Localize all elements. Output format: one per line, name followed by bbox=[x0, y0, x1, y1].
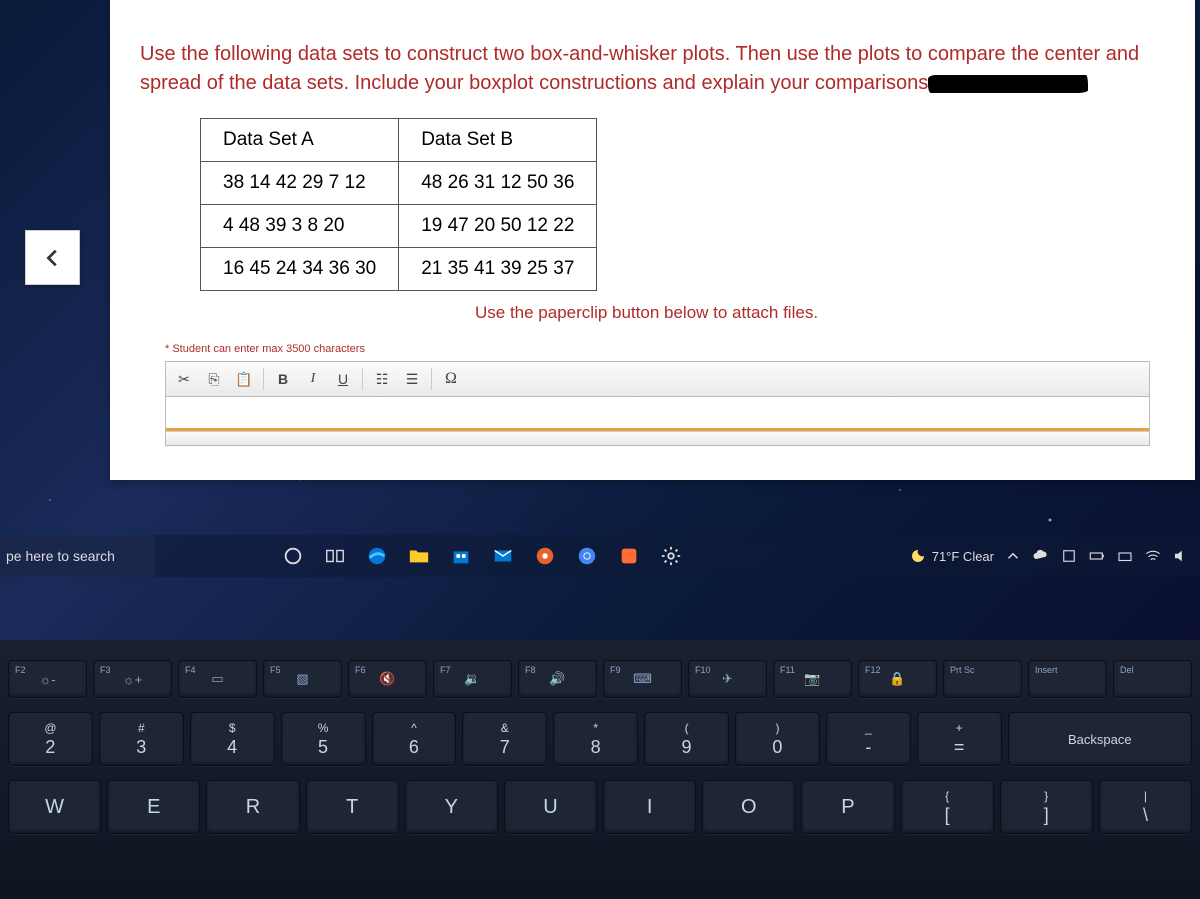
editor-toolbar: ✂ ⎘ 📋 B I U ☷ ☰ Ω bbox=[166, 362, 1149, 397]
key-bracket[interactable]: {[ bbox=[901, 780, 994, 834]
key-i[interactable]: I bbox=[603, 780, 696, 834]
numlist-icon: ☷ bbox=[376, 371, 389, 388]
taskbar-search[interactable]: pe here to search bbox=[0, 535, 155, 577]
paste-icon: 📋 bbox=[235, 371, 252, 388]
weather-widget[interactable]: 71°F Clear bbox=[910, 548, 994, 564]
key-f7[interactable]: F7🔉 bbox=[433, 660, 512, 698]
underline-button[interactable]: U bbox=[329, 366, 357, 392]
table-row: 4 48 39 3 8 20 19 47 20 50 12 22 bbox=[201, 205, 597, 248]
editor-textarea[interactable] bbox=[166, 397, 1149, 431]
key-6[interactable]: ^6 bbox=[372, 712, 457, 766]
key-f9[interactable]: F9⌨ bbox=[603, 660, 682, 698]
key-8[interactable]: *8 bbox=[553, 712, 638, 766]
mail-icon[interactable] bbox=[485, 538, 521, 574]
key-f8[interactable]: F8🔊 bbox=[518, 660, 597, 698]
key-del[interactable]: Del bbox=[1113, 660, 1192, 698]
battery-icon[interactable] bbox=[1088, 547, 1106, 565]
previous-question-button[interactable] bbox=[25, 230, 80, 285]
groove-icon[interactable] bbox=[527, 538, 563, 574]
windows-taskbar: pe here to search 71°F Clear bbox=[0, 535, 1200, 577]
network-icon[interactable] bbox=[1116, 547, 1134, 565]
key-t[interactable]: T bbox=[306, 780, 399, 834]
key-7[interactable]: &7 bbox=[462, 712, 547, 766]
table-header-b: Data Set B bbox=[399, 119, 597, 162]
key-u[interactable]: U bbox=[504, 780, 597, 834]
special-char-button[interactable]: Ω bbox=[437, 366, 465, 392]
key-2[interactable]: @2 bbox=[8, 712, 93, 766]
bullist-icon: ☰ bbox=[406, 371, 419, 388]
key-f11[interactable]: F11📷 bbox=[773, 660, 852, 698]
laptop-keyboard: F2☼-F3☼+F4▭F5▧F6🔇F7🔉F8🔊F9⌨F10✈F11📷F12🔒Pr… bbox=[0, 640, 1200, 899]
app-icon[interactable] bbox=[611, 538, 647, 574]
redacted-text bbox=[928, 75, 1088, 93]
attach-files-note: Use the paperclip button below to attach… bbox=[475, 303, 1175, 323]
key-o[interactable]: O bbox=[702, 780, 795, 834]
wifi-icon[interactable] bbox=[1144, 547, 1162, 565]
key-bracket[interactable]: }] bbox=[1000, 780, 1093, 834]
key-backslash[interactable]: |\ bbox=[1099, 780, 1192, 834]
chevron-up-icon[interactable] bbox=[1004, 547, 1022, 565]
key-=[interactable]: += bbox=[917, 712, 1002, 766]
numbered-list-button[interactable]: ☷ bbox=[368, 366, 396, 392]
cut-icon: ✂ bbox=[178, 371, 190, 388]
key-e[interactable]: E bbox=[107, 780, 200, 834]
copy-icon: ⎘ bbox=[208, 371, 219, 388]
paste-button[interactable]: 📋 bbox=[230, 366, 258, 392]
table-header-a: Data Set A bbox=[201, 119, 399, 162]
key-insert[interactable]: Insert bbox=[1028, 660, 1107, 698]
key-f3[interactable]: F3☼+ bbox=[93, 660, 172, 698]
key--[interactable]: _- bbox=[826, 712, 911, 766]
cortana-icon[interactable] bbox=[275, 538, 311, 574]
settings-icon[interactable] bbox=[653, 538, 689, 574]
key-f5[interactable]: F5▧ bbox=[263, 660, 342, 698]
key-0[interactable]: )0 bbox=[735, 712, 820, 766]
system-tray: 71°F Clear bbox=[910, 547, 1200, 565]
editor-footer bbox=[166, 431, 1149, 445]
key-y[interactable]: Y bbox=[405, 780, 498, 834]
key-w[interactable]: W bbox=[8, 780, 101, 834]
key-3[interactable]: #3 bbox=[99, 712, 184, 766]
key-backspace[interactable]: Backspace bbox=[1008, 712, 1192, 766]
key-prtsc[interactable]: Prt Sc bbox=[943, 660, 1022, 698]
key-f12[interactable]: F12🔒 bbox=[858, 660, 937, 698]
moon-icon bbox=[910, 548, 926, 564]
task-view-icon[interactable] bbox=[317, 538, 353, 574]
security-icon[interactable] bbox=[1060, 547, 1078, 565]
key-4[interactable]: $4 bbox=[190, 712, 275, 766]
key-f4[interactable]: F4▭ bbox=[178, 660, 257, 698]
question-instructions: Use the following data sets to construct… bbox=[140, 40, 1175, 98]
edge-icon[interactable] bbox=[359, 538, 395, 574]
key-f6[interactable]: F6🔇 bbox=[348, 660, 427, 698]
letter-row: WERTYUIOP{[}]|\ bbox=[8, 780, 1192, 834]
key-9[interactable]: (9 bbox=[644, 712, 729, 766]
copy-button[interactable]: ⎘ bbox=[200, 366, 228, 392]
store-icon[interactable] bbox=[443, 538, 479, 574]
chrome-icon[interactable] bbox=[569, 538, 605, 574]
table-row: 16 45 24 34 36 30 21 35 41 39 25 37 bbox=[201, 248, 597, 291]
answer-editor: ✂ ⎘ 📋 B I U ☷ ☰ Ω bbox=[165, 361, 1150, 446]
onedrive-icon[interactable] bbox=[1032, 547, 1050, 565]
italic-button[interactable]: I bbox=[299, 366, 327, 392]
key-r[interactable]: R bbox=[206, 780, 299, 834]
bold-button[interactable]: B bbox=[269, 366, 297, 392]
question-panel: Use the following data sets to construct… bbox=[110, 0, 1195, 480]
bullet-list-button[interactable]: ☰ bbox=[398, 366, 426, 392]
key-f10[interactable]: F10✈ bbox=[688, 660, 767, 698]
table-row: 38 14 42 29 7 12 48 26 31 12 50 36 bbox=[201, 162, 597, 205]
volume-icon[interactable] bbox=[1172, 547, 1190, 565]
cut-button[interactable]: ✂ bbox=[170, 366, 198, 392]
key-p[interactable]: P bbox=[801, 780, 894, 834]
key-5[interactable]: %5 bbox=[281, 712, 366, 766]
key-f2[interactable]: F2☼- bbox=[8, 660, 87, 698]
char-limit-note: * Student can enter max 3500 characters bbox=[165, 343, 1175, 355]
data-sets-table: Data Set A Data Set B 38 14 42 29 7 12 4… bbox=[200, 118, 597, 291]
file-explorer-icon[interactable] bbox=[401, 538, 437, 574]
number-row: @2#3$4%5^6&7*8(9)0_-+=Backspace bbox=[8, 712, 1192, 766]
function-row: F2☼-F3☼+F4▭F5▧F6🔇F7🔉F8🔊F9⌨F10✈F11📷F12🔒Pr… bbox=[8, 660, 1192, 698]
